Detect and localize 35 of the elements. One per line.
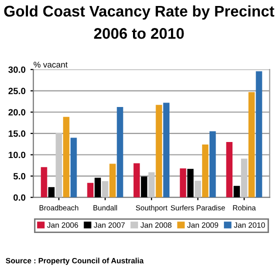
bar [140, 176, 148, 198]
bar [202, 144, 208, 198]
bar [248, 92, 255, 198]
y-axis-title: % vacant [34, 62, 68, 68]
y-tick-label: 30.0 [8, 66, 26, 73]
chart-subtitle: 2006 to 2010 [94, 28, 184, 39]
bar [148, 172, 155, 198]
bar [40, 167, 48, 198]
y-tick-label: 5.0 [13, 173, 26, 180]
bar [56, 133, 62, 198]
bar [241, 158, 248, 198]
y-tick-label: 25.0 [8, 88, 26, 94]
bar [70, 138, 77, 198]
bar [116, 107, 124, 198]
bar [87, 182, 94, 198]
y-tick-label: 20.0 [8, 109, 26, 116]
y-tick-label: 0.0 [14, 194, 26, 201]
bar [109, 164, 116, 198]
bar [94, 178, 101, 198]
chart-title: Gold Coast Vacancy Rate by Precinct [4, 5, 274, 20]
y-tick-label: 10.0 [8, 152, 26, 158]
y-tick-label: 15.0 [8, 130, 26, 137]
bar [187, 168, 194, 198]
bar [48, 187, 55, 198]
bar [156, 104, 162, 198]
bar [134, 163, 140, 198]
bar [180, 168, 186, 198]
bar [234, 186, 240, 198]
bar [194, 180, 201, 198]
bar [163, 102, 170, 198]
bar [210, 131, 216, 198]
bar [102, 181, 108, 198]
bar [63, 116, 70, 198]
bar [226, 142, 232, 198]
bar [256, 71, 262, 198]
